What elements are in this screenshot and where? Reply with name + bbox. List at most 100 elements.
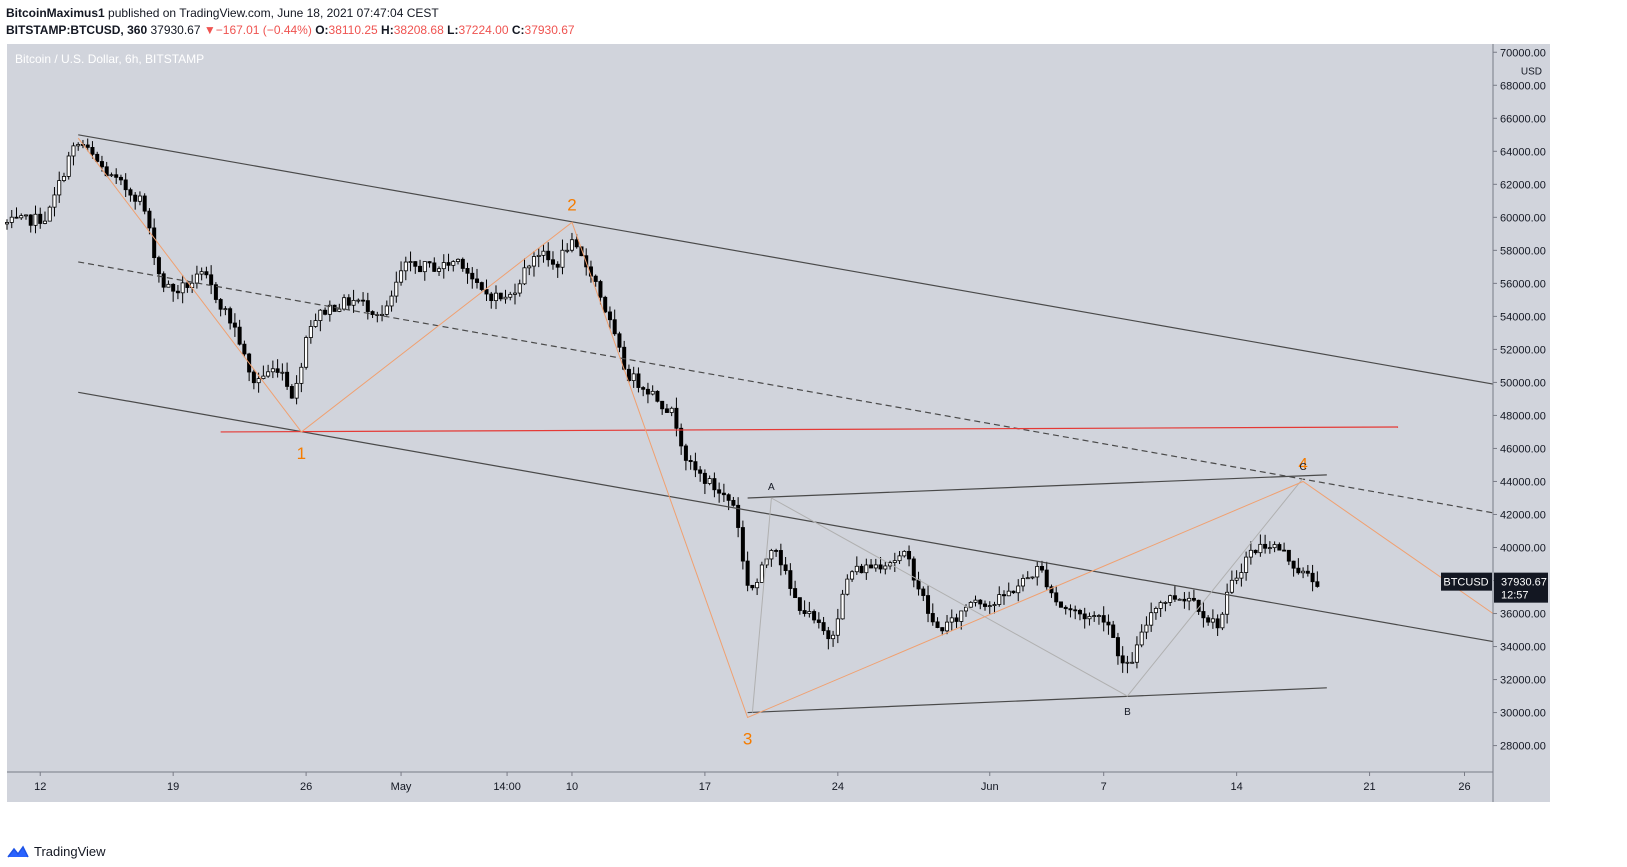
- price-tag-value: 37930.67: [1501, 577, 1547, 589]
- candle-down: [930, 613, 935, 623]
- candle-down: [432, 262, 437, 272]
- candle-down: [546, 250, 551, 261]
- candle-up: [1258, 543, 1263, 554]
- candle-up: [441, 262, 446, 270]
- time-tick-label: 26: [1458, 781, 1470, 793]
- ohlc-row: BITSTAMP:BTCUSD, 360 37930.67 ▼−167.01 (…: [6, 23, 575, 37]
- candle-up: [356, 299, 361, 302]
- candle-down: [916, 579, 921, 590]
- candle-up: [531, 256, 536, 267]
- candle-up: [631, 373, 636, 382]
- candle-down: [816, 619, 821, 623]
- candle-down: [133, 194, 138, 202]
- candle-up: [223, 308, 228, 311]
- candle-down: [683, 445, 688, 461]
- candle-down: [750, 584, 755, 589]
- upper-channel-line[interactable]: [78, 134, 1494, 385]
- candle-down: [1305, 570, 1310, 574]
- candle-down: [660, 400, 665, 410]
- time-axis[interactable]: 12 19 26 May 14:00 10 17 24 Jun 7 14 21 26: [7, 771, 1493, 793]
- price-tick-label: 46000.00: [1500, 443, 1546, 455]
- publish-info: BitcoinMaximus1 published on TradingView…: [6, 6, 439, 20]
- candle-up: [517, 283, 522, 294]
- candle-down: [142, 195, 147, 212]
- candle-up: [451, 261, 456, 266]
- candle-up: [1125, 661, 1130, 664]
- candle-up: [1229, 579, 1234, 593]
- author-name[interactable]: BitcoinMaximus1: [6, 6, 105, 20]
- candle-down: [859, 565, 864, 574]
- candle-down: [128, 189, 133, 196]
- candle-down: [740, 527, 745, 562]
- candle-up: [755, 582, 760, 589]
- candle-down: [123, 179, 128, 191]
- price-tick-label: 58000.00: [1500, 245, 1546, 257]
- trendlines[interactable]: [78, 134, 1494, 714]
- candle-up: [997, 594, 1002, 605]
- triangle-lower-line[interactable]: [747, 687, 1327, 714]
- candle-down: [1215, 618, 1220, 629]
- footer: TradingView: [0, 838, 1627, 867]
- candle-down: [114, 174, 119, 178]
- candle-down: [1201, 611, 1206, 619]
- candle-down: [1106, 621, 1111, 626]
- time-tick-label: 26: [300, 781, 312, 793]
- candle-down: [1001, 594, 1006, 597]
- candle-up: [1225, 591, 1230, 615]
- candle-down: [251, 371, 256, 384]
- candle-down: [1191, 597, 1196, 601]
- triangle-upper-line[interactable]: [747, 474, 1327, 499]
- plot-area[interactable]: [7, 44, 1550, 802]
- tradingview-logo-icon: [7, 845, 29, 857]
- tradingview-brand: TradingView: [34, 844, 106, 859]
- candle-up: [342, 297, 347, 310]
- candle-up: [840, 593, 845, 620]
- candle-up: [565, 249, 570, 252]
- candle-down: [797, 597, 802, 611]
- price-tick-label: 68000.00: [1500, 80, 1546, 92]
- candle-down: [731, 499, 736, 506]
- tradingview-logo[interactable]: TradingView: [6, 844, 106, 859]
- candle-down: [285, 371, 290, 387]
- time-tick-label: 14: [1231, 781, 1243, 793]
- candle-down: [413, 261, 418, 267]
- candle-up: [1149, 612, 1154, 626]
- candle-down: [1172, 595, 1177, 600]
- candle-up: [180, 282, 185, 294]
- candle-up: [850, 571, 855, 580]
- candle-up: [19, 215, 24, 219]
- lower-channel-line[interactable]: [78, 391, 1494, 643]
- candle-up: [1016, 585, 1021, 594]
- candle-up: [42, 220, 47, 224]
- candle-down: [774, 550, 779, 552]
- candle-up: [522, 267, 527, 285]
- open-value: 38110.25: [328, 23, 378, 37]
- candle-up: [1096, 615, 1101, 617]
- candle-down: [275, 368, 280, 373]
- horizontal-support-line[interactable]: [220, 426, 1399, 433]
- candle-down: [712, 478, 717, 491]
- candle-down: [185, 282, 190, 288]
- candle-down: [911, 558, 916, 581]
- candle-up: [1130, 661, 1135, 664]
- symbol-tag-bg: [1441, 572, 1492, 591]
- candle-up: [854, 565, 859, 573]
- price-tick-label: 60000.00: [1500, 212, 1546, 224]
- candle-down: [726, 494, 731, 501]
- candle-down: [218, 299, 223, 310]
- symbol-label[interactable]: BITSTAMP:BTCUSD, 360: [6, 23, 148, 37]
- candle-up: [897, 555, 902, 562]
- price-tick-label: 64000.00: [1500, 146, 1546, 158]
- candle-down: [679, 427, 684, 447]
- candle-up: [261, 375, 266, 379]
- candle-down: [907, 550, 912, 560]
- candle-down: [1054, 592, 1059, 603]
- candle-up: [1248, 549, 1253, 558]
- candle-down: [475, 278, 480, 283]
- candle-down: [1077, 610, 1082, 615]
- candle-down: [983, 603, 988, 607]
- candle-up: [71, 145, 76, 157]
- candle-down: [636, 373, 641, 388]
- candle-down: [550, 259, 555, 265]
